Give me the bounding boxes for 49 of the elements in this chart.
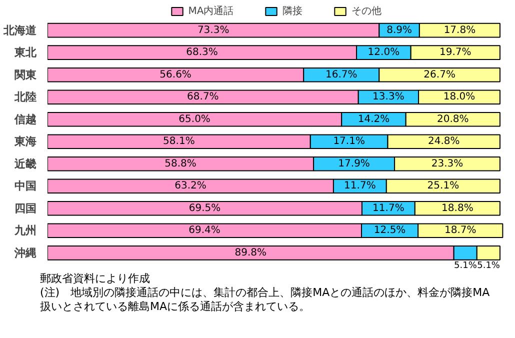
data-label: 18.0% xyxy=(443,92,476,103)
legend-label: 隣接 xyxy=(282,4,303,18)
data-label: 13.3% xyxy=(372,92,404,103)
data-label: 5.1% xyxy=(477,260,500,271)
data-label: 18.7% xyxy=(444,225,476,236)
data-label: 63.2% xyxy=(174,180,206,192)
data-label: 89.8% xyxy=(234,247,267,258)
text: (注) 地域別の隣接通話の中には、集計の都合上、隣接MAとの通話のほか、料金が隣接MA扱いとされている離島MAに係る通話が含まれている。 xyxy=(40,286,491,314)
data-label: 58.1% xyxy=(163,136,195,148)
text: 郵政省資料により作成 xyxy=(40,272,150,286)
y-tick-label: 中国 xyxy=(14,180,36,193)
data-label: 23.3% xyxy=(431,158,464,170)
data-label: 73.3% xyxy=(197,24,230,36)
data-label: 5.1% xyxy=(454,260,478,271)
data-label: 25.1% xyxy=(427,180,460,192)
data-label: 56.6% xyxy=(160,69,192,80)
y-tick-label: 四国 xyxy=(14,202,36,215)
y-tick-label: 北陸 xyxy=(14,90,36,104)
y-tick-label: 信越 xyxy=(14,112,36,126)
data-label: 68.7% xyxy=(187,92,219,103)
data-label: 17.1% xyxy=(333,136,365,148)
data-label: 20.8% xyxy=(437,114,469,125)
y-tick-label: 関東 xyxy=(14,68,38,82)
data-label: 17.9% xyxy=(338,158,370,170)
legend-label: MA内通話 xyxy=(188,4,234,18)
y-tick-label: 沖縄 xyxy=(14,246,36,260)
y-tick-label: 北海道 xyxy=(2,24,38,37)
y-tick-label: 近畿 xyxy=(14,157,36,170)
y-tick-label: 東海 xyxy=(14,135,36,148)
data-label: 16.7% xyxy=(326,69,358,80)
data-label: 68.3% xyxy=(186,47,218,58)
data-label: 58.8% xyxy=(164,158,196,170)
data-label: 65.0% xyxy=(178,114,210,125)
data-label: 19.7% xyxy=(440,47,472,58)
y-tick-label: 九州 xyxy=(14,224,36,238)
data-label: 12.0% xyxy=(368,47,400,58)
data-label: 18.8% xyxy=(442,202,474,214)
y-tick-label: 東北 xyxy=(14,46,38,60)
data-label: 11.7% xyxy=(344,180,376,192)
data-label: 12.5% xyxy=(374,225,406,236)
data-label: 8.9% xyxy=(386,24,412,36)
data-label: 69.5% xyxy=(188,202,221,214)
data-label: 14.2% xyxy=(358,114,390,125)
data-label: 69.4% xyxy=(188,225,220,236)
data-label: 11.7% xyxy=(372,202,404,214)
legend-label: その他 xyxy=(352,5,382,18)
data-label: 26.7% xyxy=(424,69,456,80)
data-label: 17.8% xyxy=(444,24,476,36)
data-label: 24.8% xyxy=(428,136,460,148)
